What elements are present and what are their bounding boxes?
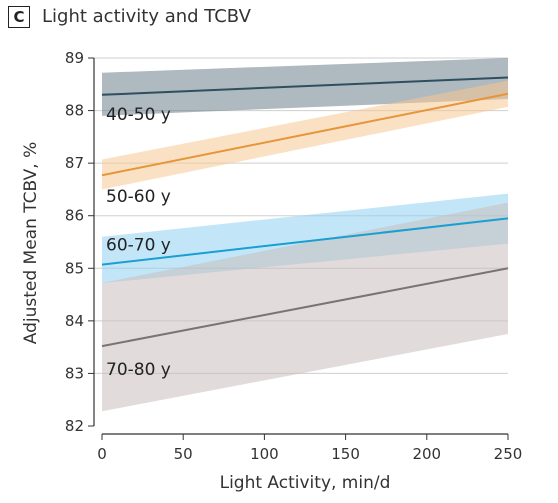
series-label-40-50y: 40-50 y [106, 105, 171, 125]
series-line-60-70y [101, 217, 509, 266]
tick-labels: 82 83 84 85 86 87 88 89 0 50 100 150 200 250 [65, 49, 522, 463]
y-tick-label-87: 87 [65, 154, 84, 172]
y-tick-label-82: 82 [65, 417, 84, 435]
x-tick-label-150: 150 [331, 445, 360, 463]
x-tick-label-0: 0 [97, 445, 107, 463]
y-axis-title: Adjusted Mean TCBV, % [21, 142, 41, 345]
series-label-70-80y: 70-80 y [106, 360, 171, 380]
y-tick-label-83: 83 [65, 364, 84, 382]
series-line-70-80y [101, 267, 509, 348]
series-label-50-60y: 50-60 y [106, 187, 171, 207]
x-tick-label-100: 100 [250, 445, 279, 463]
ci-band-60-70y [102, 193, 508, 284]
x-tick-label-200: 200 [412, 445, 441, 463]
series-line-40-50y [101, 76, 509, 96]
series-line-50-60y [101, 92, 509, 177]
y-tick-label-88: 88 [65, 102, 84, 120]
x-axis-title: Light Activity, min/d [220, 473, 391, 493]
panel-letter: C [8, 6, 30, 28]
axes [88, 57, 509, 440]
series-label-60-70y: 60-70 y [106, 236, 171, 256]
series-labels: 40-50 y 50-60 y 60-70 y 70-80 y [106, 105, 171, 380]
y-tick-label-89: 89 [65, 49, 84, 67]
y-tick-label-85: 85 [65, 259, 84, 277]
x-tick-label-50: 50 [174, 445, 193, 463]
series-lines [101, 76, 509, 348]
chart-title: Light activity and TCBV [42, 6, 251, 27]
y-tick-label-84: 84 [65, 312, 84, 330]
y-tick-label-86: 86 [65, 207, 84, 225]
x-tick-label-250: 250 [494, 445, 523, 463]
